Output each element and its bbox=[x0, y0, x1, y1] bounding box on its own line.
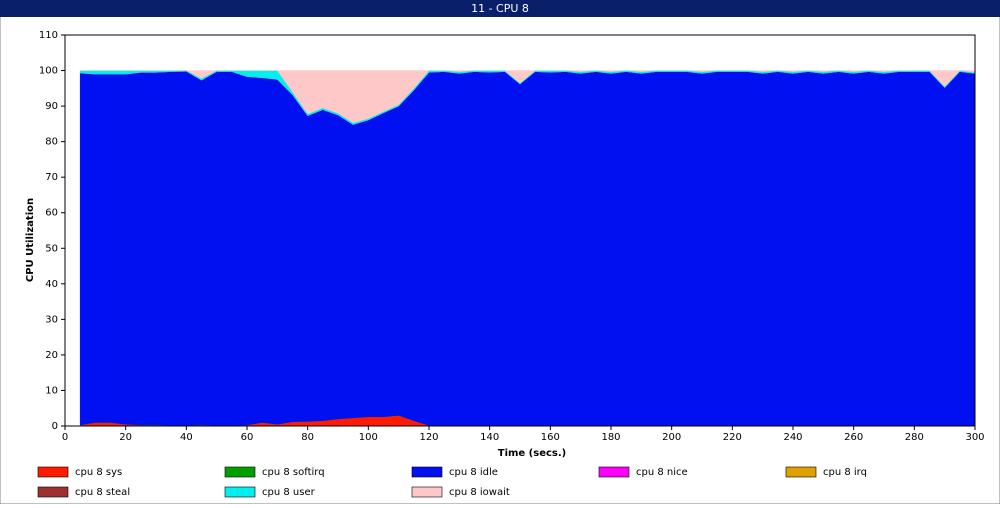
x-tick-label: 80 bbox=[301, 432, 314, 443]
legend-label: cpu 8 sys bbox=[75, 467, 122, 478]
x-tick-label: 180 bbox=[601, 432, 620, 443]
x-tick-label: 200 bbox=[662, 432, 681, 443]
legend-swatch bbox=[785, 466, 817, 478]
x-tick-label: 140 bbox=[480, 432, 499, 443]
x-tick-label: 160 bbox=[541, 432, 560, 443]
legend-swatch bbox=[37, 466, 69, 478]
y-tick-label: 80 bbox=[45, 137, 58, 148]
x-tick-label: 240 bbox=[783, 432, 802, 443]
y-axis-label: CPU Utilization bbox=[25, 198, 36, 282]
y-tick-label: 20 bbox=[45, 350, 58, 361]
legend-label: cpu 8 irq bbox=[823, 467, 867, 478]
legend-swatch bbox=[37, 486, 69, 498]
x-tick-label: 40 bbox=[180, 432, 193, 443]
x-tick-label: 20 bbox=[119, 432, 132, 443]
x-tick-label: 280 bbox=[905, 432, 924, 443]
x-tick-label: 300 bbox=[965, 432, 984, 443]
legend-label: cpu 8 nice bbox=[636, 467, 688, 478]
x-tick-label: 120 bbox=[419, 432, 438, 443]
x-tick-label: 0 bbox=[62, 432, 68, 443]
legend-label: cpu 8 idle bbox=[449, 467, 498, 478]
y-tick-label: 100 bbox=[39, 66, 58, 77]
y-tick-label: 10 bbox=[45, 385, 58, 396]
legend-label: cpu 8 iowait bbox=[449, 487, 510, 498]
legend-label: cpu 8 softirq bbox=[262, 467, 325, 478]
x-tick-label: 220 bbox=[723, 432, 742, 443]
title-bar bbox=[0, 0, 1000, 17]
legend-label: cpu 8 steal bbox=[75, 487, 130, 498]
legend-swatch bbox=[411, 466, 443, 478]
y-tick-label: 40 bbox=[45, 279, 58, 290]
x-tick-label: 100 bbox=[359, 432, 378, 443]
legend-swatch bbox=[224, 486, 256, 498]
legend-swatch bbox=[411, 486, 443, 498]
legend-label: cpu 8 user bbox=[262, 487, 316, 498]
legend-swatch bbox=[224, 466, 256, 478]
y-tick-label: 60 bbox=[45, 208, 58, 219]
legend-swatch bbox=[598, 466, 630, 478]
chart-title: 11 - CPU 8 bbox=[471, 2, 529, 15]
y-tick-label: 90 bbox=[45, 101, 58, 112]
y-tick-label: 110 bbox=[39, 30, 58, 41]
plot-border bbox=[64, 34, 976, 427]
x-axis-label: Time (secs.) bbox=[498, 448, 567, 459]
area bbox=[79, 71, 976, 426]
y-tick-label: 0 bbox=[52, 421, 58, 432]
x-tick-label: 260 bbox=[844, 432, 863, 443]
x-tick-label: 60 bbox=[241, 432, 254, 443]
y-tick-label: 50 bbox=[45, 243, 58, 254]
y-tick-label: 30 bbox=[45, 314, 58, 325]
y-tick-label: 70 bbox=[45, 172, 58, 183]
